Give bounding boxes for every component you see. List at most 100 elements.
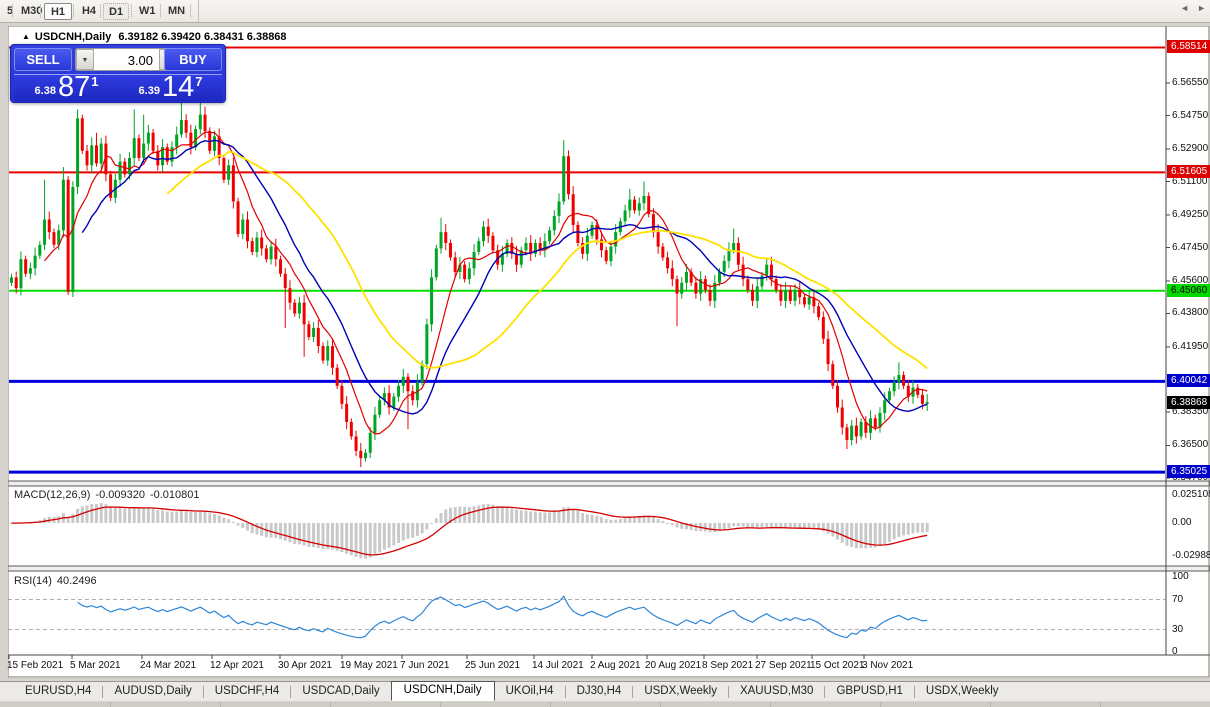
- candle-7: [43, 219, 47, 245]
- chart-tab-xauusd-m30[interactable]: XAUUSD,M30: [739, 685, 814, 697]
- price-tick-label: 6.38350: [1172, 406, 1209, 418]
- candle-4: [28, 268, 32, 274]
- tab-scroll-arrows: ◄ ►: [1180, 3, 1206, 13]
- tab-scroll-left-icon[interactable]: ◄: [1180, 3, 1190, 13]
- timeframe-button-mn[interactable]: MN: [168, 5, 186, 17]
- chart-tab-usdcad-daily[interactable]: USDCAD,Daily: [302, 685, 380, 697]
- candle-115: [552, 215, 556, 231]
- candle-171: [817, 306, 821, 318]
- candle-40: [198, 114, 202, 130]
- chart-tab-gbpusd-h1[interactable]: GBPUSD,H1: [836, 685, 903, 697]
- candle-183: [873, 418, 877, 428]
- candle-136: [651, 214, 655, 233]
- buy-button[interactable]: BUY: [164, 48, 222, 71]
- chart-tab-eurusd-h4[interactable]: EURUSD,H4: [25, 685, 92, 697]
- bid-price-box[interactable]: 6.38 87 1: [14, 73, 118, 102]
- chart-tab-dj30-h4[interactable]: DJ30,H4: [576, 685, 622, 697]
- chart-tab-bar: EURUSD,H4 AUDUSD,Daily USDCHF,H4 USDCAD,Dai…: [0, 681, 1210, 701]
- status-strip-divider: [770, 702, 771, 707]
- price-tick-label: 6.52900: [1172, 142, 1209, 154]
- collapse-triangle-icon[interactable]: ▲: [22, 32, 30, 41]
- timeframe-button-w1[interactable]: W1: [139, 5, 156, 17]
- candle-150: [718, 271, 721, 283]
- bid-price-pip-digit: 1: [91, 74, 99, 89]
- candle-186: [887, 391, 891, 401]
- candle-164: [784, 289, 788, 301]
- volume-decrease-button[interactable]: ▼: [76, 49, 94, 70]
- candle-153: [732, 242, 736, 251]
- candle-19: [99, 143, 103, 164]
- ask-price-big-digits: 14: [161, 71, 195, 103]
- candle-162: [774, 279, 778, 290]
- price-tick-label: 6.41950: [1172, 340, 1209, 352]
- macd-signal-value: -0.010801: [149, 489, 200, 501]
- toolbar-separator: [40, 4, 41, 18]
- candle-5: [33, 255, 37, 269]
- current-price-badge: 6.38868: [1167, 395, 1210, 409]
- tab-separator: [727, 685, 729, 698]
- candle-187: [892, 382, 896, 392]
- macd-indicator-label: MACD(12,26,9) -0.009320 -0.010801: [14, 489, 205, 501]
- candle-30: [151, 132, 155, 151]
- candle-179: [854, 425, 858, 437]
- tab-scroll-right-icon[interactable]: ►: [1197, 3, 1206, 13]
- overlay-ma-fast: [44, 131, 928, 435]
- candle-73: [354, 436, 358, 451]
- tab-separator: [913, 685, 915, 698]
- chart-tab-usdchf-h4[interactable]: USDCHF,H4: [214, 685, 280, 697]
- price-tick-label: 6.45600: [1172, 274, 1209, 286]
- sell-button[interactable]: SELL: [14, 48, 72, 71]
- candle-87: [420, 364, 424, 383]
- price-tick-label: 6.54750: [1172, 109, 1209, 121]
- chart-tab-usdcnh-daily[interactable]: USDCNH,Daily: [390, 681, 495, 701]
- rsi-name: RSI(14): [14, 575, 52, 587]
- candle-141: [675, 279, 679, 294]
- timeframe-button-h4[interactable]: H4: [81, 5, 97, 17]
- candle-32: [161, 147, 165, 166]
- chart-tab-ukoil-h4[interactable]: UKOil,H4: [505, 685, 554, 697]
- toolbar-separator: [198, 0, 199, 22]
- chart-tab-audusd-daily[interactable]: AUDUSD,Daily: [114, 685, 192, 697]
- candle-131: [628, 199, 632, 211]
- ask-price-pip-digit: 7: [195, 74, 203, 89]
- rsi-line: [77, 595, 928, 639]
- time-axis-label: 15 Oct 2021: [810, 660, 865, 671]
- candle-39: [194, 129, 198, 148]
- candle-55: [269, 246, 273, 260]
- candle-144: [689, 271, 693, 283]
- chart-tab-usdx-weekly[interactable]: USDX,Weekly: [644, 685, 717, 697]
- candle-166: [793, 289, 797, 301]
- candle-100: [482, 226, 485, 242]
- candle-123: [590, 224, 594, 236]
- chart-symbol-label: USDCNH,Daily: [34, 31, 112, 43]
- volume-input[interactable]: 3.00: [127, 53, 153, 68]
- candle-88: [425, 324, 429, 365]
- time-axis-label: 2 Aug 2021: [590, 660, 641, 671]
- candle-65: [316, 327, 320, 347]
- candle-152: [727, 250, 731, 262]
- overlay-ma-slow: [166, 151, 928, 370]
- chart-tab-usdx-weekly[interactable]: USDX,Weekly: [925, 685, 999, 697]
- candle-10: [57, 230, 61, 245]
- price-tick-label: 6.36500: [1172, 439, 1209, 451]
- timeframe-button-d1[interactable]: D1: [103, 3, 129, 20]
- timeframe-button-h1[interactable]: H1: [44, 3, 72, 20]
- timeframe-toolbar: 5 M30 H1 H4 D1 W1 MN: [0, 0, 1210, 23]
- timeframe-button-m30[interactable]: M30: [21, 5, 43, 17]
- candle-170: [812, 297, 816, 307]
- ask-price-box[interactable]: 6.39 14 7: [118, 71, 222, 103]
- candle-148: [708, 289, 712, 301]
- time-axis-label: 3 Nov 2021: [862, 660, 914, 671]
- candle-3: [24, 259, 28, 274]
- timeframe-button-5[interactable]: 5: [7, 5, 14, 17]
- level-price-badge: 6.45060: [1167, 283, 1210, 297]
- candle-137: [656, 232, 660, 247]
- candle-25: [128, 158, 131, 175]
- level-price-badge: 6.58514: [1167, 40, 1210, 54]
- candle-54: [264, 248, 268, 260]
- candle-134: [642, 195, 646, 204]
- main-price-pane[interactable]: [8, 46, 1166, 474]
- chart-canvas[interactable]: [8, 26, 1210, 678]
